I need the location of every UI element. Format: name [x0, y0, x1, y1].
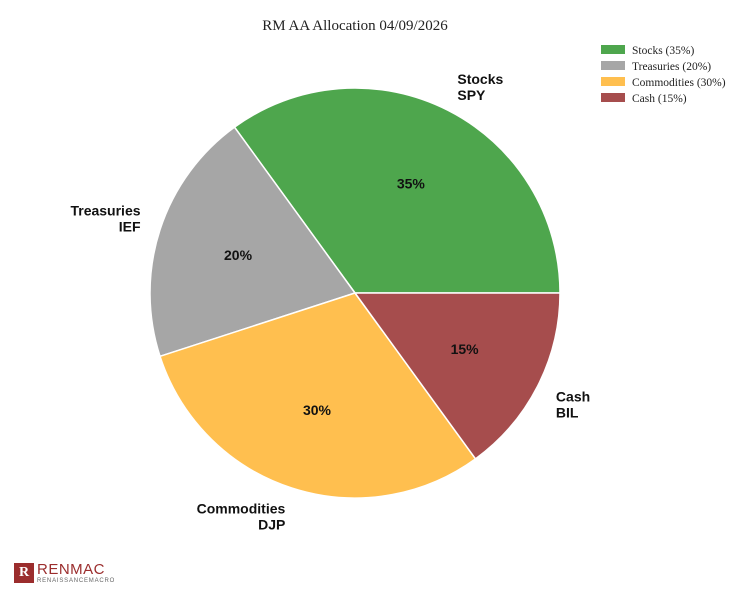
- pie-slice-stocks: [233, 87, 561, 294]
- legend-label-treasuries: Treasuries (20%): [632, 61, 711, 73]
- logo-subtitle: RENAISSANCEMACRO: [37, 578, 116, 584]
- pie-slice-cash: [353, 292, 561, 460]
- ticker-label-treasuries: IEF: [119, 218, 141, 234]
- percent-label-commodities: 30%: [303, 402, 332, 418]
- category-label-treasuries: Treasuries: [70, 202, 140, 218]
- pie-slices: [149, 87, 561, 499]
- logo-name: RENMAC: [37, 561, 106, 578]
- logo-words: RENMAC RENAISSANCEMACRO: [37, 562, 115, 584]
- percent-label-stocks: 35%: [397, 175, 426, 191]
- percent-labels: 35% 20% 30% 15%: [224, 175, 479, 418]
- category-label-commodities: Commodities: [197, 500, 286, 516]
- percent-label-treasuries: 20%: [224, 247, 253, 263]
- legend: Stocks (35%) Treasuries (20%) Commodities …: [601, 45, 726, 105]
- percent-label-cash: 15%: [451, 341, 480, 357]
- legend-swatch-commodities: [601, 77, 625, 86]
- pie-chart: RM AA Allocation 04/09/2026 35% 20% 30% 15%…: [70, 18, 726, 532]
- legend-label-cash: Cash (15%): [632, 93, 687, 105]
- pie-slice-treasuries: [149, 126, 357, 358]
- renmac-logo: R RENMAC RENAISSANCEMACRO: [14, 562, 115, 584]
- category-label-stocks: Stocks: [457, 71, 503, 87]
- ticker-label-commodities: DJP: [258, 516, 285, 532]
- legend-swatch-stocks: [601, 45, 625, 54]
- category-label-cash: Cash: [556, 388, 590, 404]
- chart-title: RM AA Allocation 04/09/2026: [262, 18, 448, 34]
- legend-label-stocks: Stocks (35%): [632, 45, 694, 57]
- pie-slice-commodities: [159, 292, 477, 499]
- logo-mark: R: [14, 563, 34, 583]
- legend-label-commodities: Commodities (30%): [632, 77, 726, 89]
- ticker-label-stocks: SPY: [457, 87, 486, 103]
- ticker-label-cash: BIL: [556, 404, 579, 420]
- legend-swatch-treasuries: [601, 61, 625, 70]
- legend-swatch-cash: [601, 93, 625, 102]
